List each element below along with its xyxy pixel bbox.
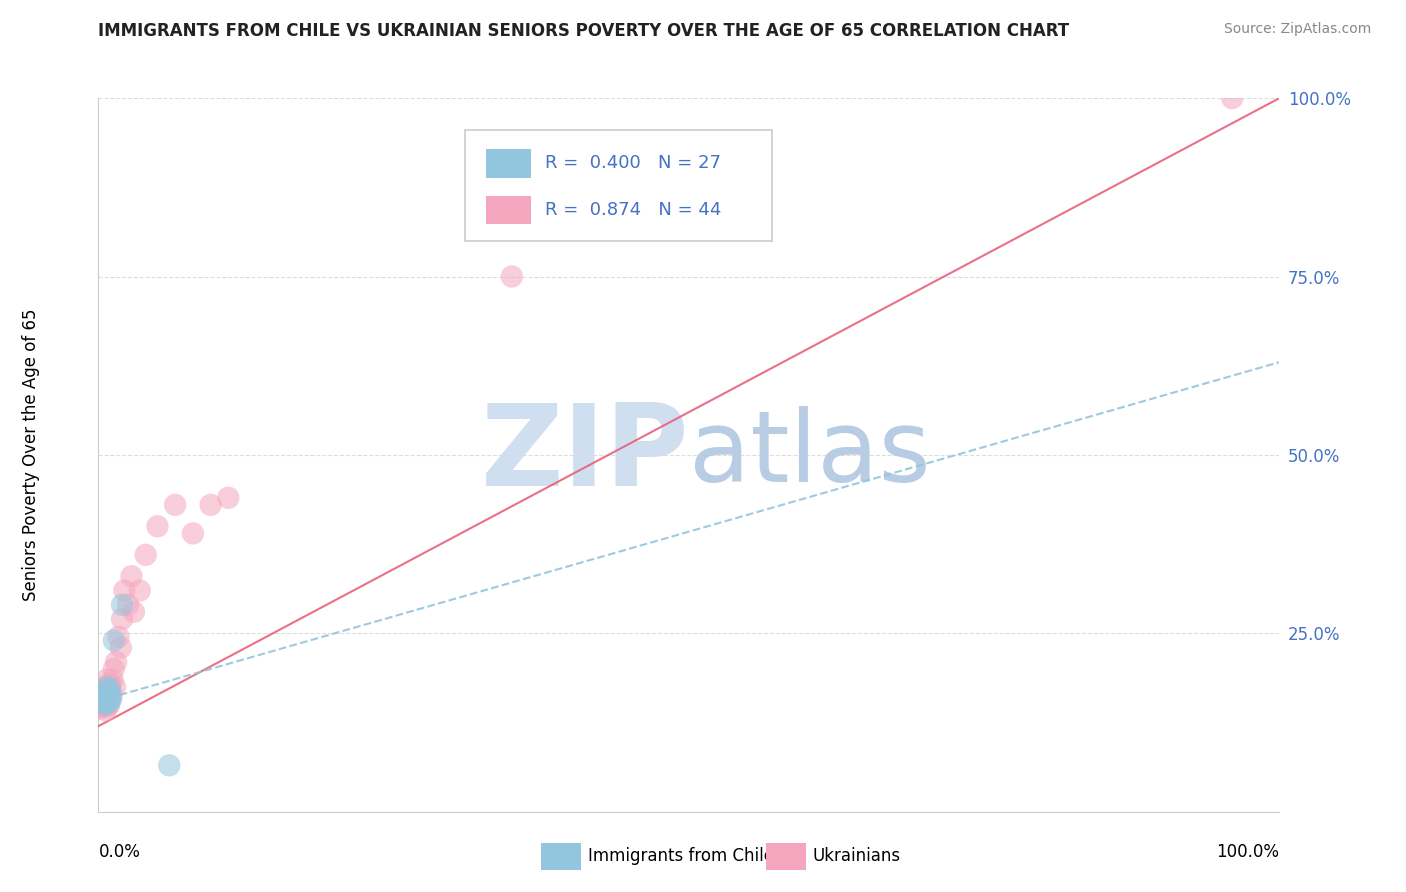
Point	[111, 612, 134, 626]
Point	[91, 692, 114, 706]
Point	[111, 598, 134, 612]
Point	[93, 689, 115, 703]
Point	[97, 690, 120, 705]
Point	[200, 498, 222, 512]
FancyBboxPatch shape	[486, 149, 530, 178]
Point	[97, 685, 120, 699]
Point	[105, 655, 128, 669]
Text: Seniors Poverty Over the Age of 65: Seniors Poverty Over the Age of 65	[22, 309, 39, 601]
Point	[101, 673, 124, 687]
Point	[94, 680, 117, 694]
Point	[90, 687, 112, 701]
Point	[89, 698, 111, 712]
Point	[97, 692, 120, 706]
Point	[501, 269, 523, 284]
Point	[90, 690, 112, 705]
Point	[96, 694, 118, 708]
Point	[98, 690, 121, 705]
Point	[103, 662, 125, 676]
Point	[91, 687, 114, 701]
Point	[93, 692, 115, 706]
Point	[98, 689, 121, 703]
Point	[98, 694, 121, 708]
Point	[94, 687, 117, 701]
Text: atlas: atlas	[689, 407, 931, 503]
Point	[90, 687, 112, 701]
Point	[91, 694, 114, 708]
Point	[94, 703, 117, 717]
Point	[94, 694, 117, 708]
Text: IMMIGRANTS FROM CHILE VS UKRAINIAN SENIORS POVERTY OVER THE AGE OF 65 CORRELATIO: IMMIGRANTS FROM CHILE VS UKRAINIAN SENIO…	[98, 22, 1070, 40]
Point	[110, 640, 132, 655]
Point	[93, 692, 115, 706]
Text: 0.0%: 0.0%	[98, 843, 141, 861]
Text: Ukrainians: Ukrainians	[813, 847, 901, 865]
Point	[98, 678, 121, 692]
Point	[91, 694, 114, 708]
Point	[90, 701, 112, 715]
Point	[104, 680, 127, 694]
Text: R =  0.400   N = 27: R = 0.400 N = 27	[546, 154, 721, 172]
Point	[91, 699, 114, 714]
Point	[107, 630, 129, 644]
Point	[94, 690, 117, 705]
Point	[91, 687, 114, 701]
Point	[100, 687, 122, 701]
Point	[157, 758, 180, 772]
Point	[96, 698, 118, 712]
Point	[98, 681, 121, 696]
Text: R =  0.874   N = 44: R = 0.874 N = 44	[546, 201, 721, 219]
Point	[121, 569, 143, 583]
Point	[98, 681, 121, 696]
Point	[122, 605, 145, 619]
Point	[117, 598, 139, 612]
Point	[91, 683, 114, 698]
FancyBboxPatch shape	[464, 130, 772, 241]
Point	[94, 694, 117, 708]
Point	[100, 690, 122, 705]
Point	[181, 526, 204, 541]
Point	[91, 696, 114, 710]
Point	[165, 498, 187, 512]
Text: Source: ZipAtlas.com: Source: ZipAtlas.com	[1223, 22, 1371, 37]
FancyBboxPatch shape	[486, 195, 530, 224]
Point	[91, 690, 114, 705]
Point	[94, 698, 117, 712]
Point	[146, 519, 169, 533]
Point	[135, 548, 157, 562]
Point	[97, 689, 120, 703]
Point	[89, 694, 111, 708]
Point	[217, 491, 239, 505]
Text: Immigrants from Chile: Immigrants from Chile	[588, 847, 773, 865]
Text: 100.0%: 100.0%	[1216, 843, 1279, 861]
Point	[91, 694, 114, 708]
Text: ZIP: ZIP	[481, 400, 689, 510]
Point	[103, 633, 125, 648]
Point	[91, 687, 114, 701]
Point	[1220, 91, 1243, 105]
Point	[93, 699, 115, 714]
Point	[97, 699, 120, 714]
Point	[128, 583, 150, 598]
Point	[89, 690, 111, 705]
Point	[96, 680, 118, 694]
Point	[98, 698, 121, 712]
Point	[96, 673, 118, 687]
Point	[93, 696, 115, 710]
Point	[112, 583, 135, 598]
